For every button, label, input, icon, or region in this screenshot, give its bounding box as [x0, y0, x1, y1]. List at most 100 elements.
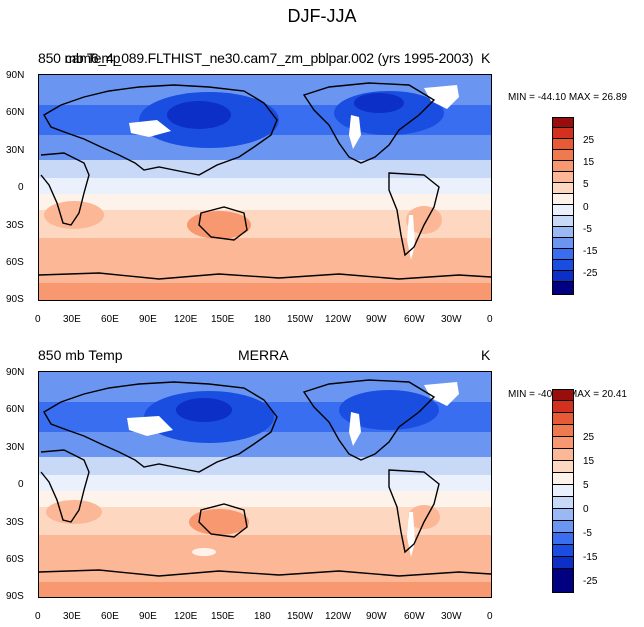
lat-label: 0 — [18, 182, 24, 193]
lon-label: 90E — [139, 611, 157, 622]
colorbar-swatch — [552, 139, 574, 150]
colorbar-swatch — [552, 216, 574, 227]
cold-siberia-core — [176, 398, 232, 422]
band-eq — [39, 194, 491, 210]
colorbar-swatch — [552, 413, 574, 425]
figure-title: DJF-JJA — [287, 6, 357, 26]
coast-europe-asia — [43, 84, 278, 176]
colorbar-label: 5 — [583, 179, 589, 190]
tibet-white — [127, 416, 173, 436]
lon-label: 30E — [63, 611, 81, 622]
colorbar-label: 15 — [583, 456, 595, 467]
lon-label: 90W — [366, 314, 387, 325]
coast-africa — [40, 152, 90, 226]
lon-label: 30W — [441, 611, 462, 622]
greenland — [424, 382, 459, 406]
lon-label: 90W — [366, 611, 387, 622]
lon-label: 180 — [254, 611, 271, 622]
band-15n — [39, 178, 491, 194]
lat-label: 90N — [6, 367, 25, 378]
colorbar-swatch — [552, 389, 574, 401]
greenland — [424, 85, 459, 109]
colorbar-swatch — [552, 205, 574, 216]
lon-label: 180 — [254, 314, 271, 325]
colorbar-swatch — [552, 238, 574, 249]
cold-siberia-core — [167, 101, 231, 129]
lon-label: 150E — [211, 611, 235, 622]
colorbar-swatch — [552, 449, 574, 461]
colorbar-swatch — [552, 557, 574, 569]
colorbar-swatch — [552, 509, 574, 521]
colorbar-swatch — [552, 425, 574, 437]
tibet-white — [129, 120, 171, 137]
colorbar-swatch — [552, 249, 574, 260]
lon-label: 120W — [325, 611, 352, 622]
lon-label: 60W — [404, 611, 425, 622]
colorbar-swatch — [552, 260, 574, 271]
lon-label: 120E — [174, 611, 198, 622]
band-30n — [39, 160, 491, 178]
coast-antarctica — [39, 569, 491, 577]
lat-label: 0 — [18, 479, 24, 490]
panel-center-text: cam6_4_089.FLTHIST_ne30.cam7_zm_pblpar.0… — [65, 50, 474, 66]
cold-canada-core — [354, 93, 404, 113]
colorbar-swatch — [552, 227, 574, 238]
panel-units: K — [481, 50, 491, 66]
colorbar-label: -5 — [583, 224, 592, 235]
coast-antarctica — [39, 272, 491, 280]
warm-pacific-spot — [192, 548, 216, 556]
coast-n-america — [302, 82, 436, 164]
warm-africa — [46, 500, 102, 524]
colorbar-swatch — [552, 183, 574, 194]
coast-n-america — [302, 379, 436, 461]
band-45s — [39, 535, 491, 565]
lat-label: 30S — [6, 517, 24, 528]
colorbar-swatch — [552, 150, 574, 161]
colorbar — [552, 389, 574, 593]
rockies-white — [349, 412, 361, 446]
colorbar-swatch — [552, 282, 574, 295]
lat-label: 30N — [6, 442, 25, 453]
colorbar-label: -25 — [583, 268, 598, 279]
coast-australia — [198, 206, 248, 241]
temperature-map — [38, 74, 492, 301]
colorbar-swatch — [552, 545, 574, 557]
lon-label: 120W — [325, 314, 352, 325]
colorbar-swatch — [552, 569, 574, 593]
lat-label: 90N — [6, 70, 25, 81]
colorbar-label: 0 — [583, 504, 589, 515]
coast-australia — [198, 503, 248, 538]
colorbar-label: -15 — [583, 246, 598, 257]
panel-left-text: 850 mb Temp — [38, 347, 123, 363]
lon-label: 60W — [404, 314, 425, 325]
colorbar-swatch — [552, 461, 574, 473]
lon-label: 150W — [287, 314, 314, 325]
colorbar-label: 5 — [583, 480, 589, 491]
lon-label: 0 — [487, 611, 493, 622]
antarctica-warm — [39, 582, 491, 597]
lon-label: 150W — [287, 611, 314, 622]
colorbar-swatch — [552, 437, 574, 449]
warm-s-america — [408, 505, 440, 529]
lat-label: 30N — [6, 145, 25, 156]
lat-label: 90S — [6, 294, 24, 305]
colorbar-label: 25 — [583, 432, 595, 443]
lon-label: 30E — [63, 314, 81, 325]
colorbar-label: 0 — [583, 202, 589, 213]
panel-units: K — [481, 347, 491, 363]
min-max-readout: MIN = -44.10 MAX = 26.89 — [508, 92, 627, 103]
lat-label: 60N — [6, 107, 25, 118]
warm-australia — [187, 211, 251, 239]
colorbar-swatch — [552, 161, 574, 172]
panel-model: 850 mb Temp cam6_4_089.FLTHIST_ne30.cam7… — [0, 0, 644, 325]
lon-label: 0 — [487, 314, 493, 325]
colorbar-swatch — [552, 194, 574, 205]
colorbar-label: 25 — [583, 135, 595, 146]
colorbar-swatch — [552, 401, 574, 413]
colorbar-label: -5 — [583, 528, 592, 539]
colorbar-swatch — [552, 485, 574, 497]
coast-s-america — [388, 172, 440, 257]
lat-label: 60S — [6, 257, 24, 268]
panel-merra: 850 mb Temp MERRA K MIN = -40.76 MAX = 2… — [0, 297, 644, 622]
colorbar — [552, 117, 574, 295]
